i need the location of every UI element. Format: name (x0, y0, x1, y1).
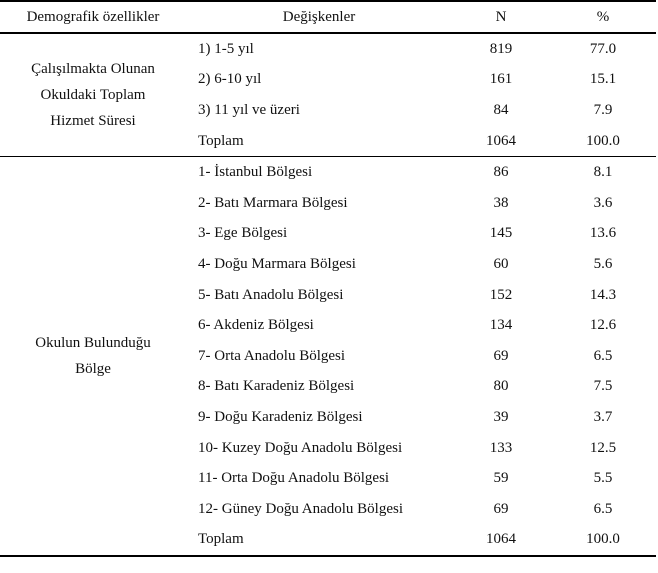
n-cell: 1064 (486, 132, 516, 149)
percent-cell: 5.6 (593, 255, 613, 272)
group-label-line: Hizmet Süresi (50, 113, 136, 130)
header-demographic: Demografik özellikler (26, 8, 160, 25)
n-cell: 145 (489, 225, 513, 242)
n-cell: 38 (493, 194, 509, 211)
percent-cell: 12.5 (589, 439, 617, 456)
variable-cell: Toplam (198, 531, 244, 548)
group-service-years: Çalışılmakta Olunan Okuldaki Toplam Hizm… (0, 33, 656, 157)
header-row: Demografik özellikler Değişkenler N % (0, 1, 656, 33)
table-row: 3) 11 yıl ve üzeri 84 7.9 (0, 95, 656, 126)
group-label-line: Çalışılmakta Olunan (31, 61, 155, 78)
variable-cell: 9- Doğu Karadeniz Bölgesi (198, 408, 363, 425)
percent-cell: 6.5 (593, 500, 613, 517)
n-cell: 133 (489, 439, 513, 456)
table-row: 8- Batı Karadeniz Bölgesi 80 7.5 (0, 372, 656, 403)
group-school-region: Okulun Bulunduğu Bölge 1- İstanbul Bölge… (0, 157, 656, 557)
total-row: Toplam 1064 100.0 (0, 126, 656, 157)
percent-cell: 13.6 (589, 225, 617, 242)
n-cell: 134 (489, 317, 513, 334)
percent-cell: 100.0 (586, 132, 620, 149)
header-n: N (495, 8, 507, 25)
table-header: Demografik özellikler Değişkenler N % (0, 1, 656, 33)
percent-cell: 6.5 (593, 347, 613, 364)
percent-cell: 7.9 (593, 101, 613, 118)
table-row: 11- Orta Doğu Anadolu Bölgesi 59 5.5 (0, 463, 656, 494)
n-cell: 1064 (486, 531, 516, 548)
n-cell: 60 (493, 255, 509, 272)
percent-cell: 7.5 (593, 378, 613, 395)
n-cell: 819 (489, 40, 513, 57)
variable-cell: 2- Batı Marmara Bölgesi (198, 194, 348, 211)
percent-cell: 77.0 (589, 40, 617, 57)
percent-cell: 100.0 (586, 531, 620, 548)
group-label-line: Okulun Bulunduğu (35, 335, 151, 352)
n-cell: 59 (493, 470, 509, 487)
n-cell: 69 (493, 347, 509, 364)
group-label: Okulun Bulunduğu Bölge (0, 157, 186, 556)
table-row: 4- Doğu Marmara Bölgesi 60 5.6 (0, 249, 656, 280)
variable-cell: 1- İstanbul Bölgesi (198, 164, 313, 181)
n-cell: 39 (493, 408, 509, 425)
variable-cell: 7- Orta Anadolu Bölgesi (198, 347, 346, 364)
demographics-table: Demografik özellikler Değişkenler N % Ça… (0, 1, 656, 557)
table-row: 5- Batı Anadolu Bölgesi 152 14.3 (0, 280, 656, 311)
n-cell: 80 (493, 378, 509, 395)
header-percent: % (596, 8, 610, 25)
variable-cell: 11- Orta Doğu Anadolu Bölgesi (198, 470, 390, 487)
variable-cell: 5- Batı Anadolu Bölgesi (198, 286, 344, 303)
total-row: Toplam 1064 100.0 (0, 525, 656, 557)
percent-cell: 14.3 (589, 286, 617, 303)
table-row: 3- Ege Bölgesi 145 13.6 (0, 219, 656, 250)
variable-cell: 8- Batı Karadeniz Bölgesi (198, 378, 355, 395)
table-row: 10- Kuzey Doğu Anadolu Bölgesi 133 12.5 (0, 433, 656, 464)
n-cell: 152 (489, 286, 513, 303)
n-cell: 86 (493, 164, 509, 181)
header-variables: Değişkenler (282, 8, 356, 25)
variable-cell: 4- Doğu Marmara Bölgesi (198, 255, 356, 272)
group-label: Çalışılmakta Olunan Okuldaki Toplam Hizm… (0, 33, 186, 157)
percent-cell: 3.6 (593, 194, 613, 211)
variable-cell: Toplam (198, 132, 244, 149)
table-row: 2) 6-10 yıl 161 15.1 (0, 65, 656, 96)
variable-cell: 1) 1-5 yıl (198, 40, 254, 57)
percent-cell: 8.1 (593, 164, 613, 181)
variable-cell: 6- Akdeniz Bölgesi (198, 317, 314, 334)
variable-cell: 3- Ege Bölgesi (198, 225, 288, 242)
table-row: 9- Doğu Karadeniz Bölgesi 39 3.7 (0, 402, 656, 433)
n-cell: 161 (489, 71, 513, 88)
group-label-line: Bölge (75, 361, 111, 378)
percent-cell: 3.7 (593, 408, 613, 425)
percent-cell: 5.5 (593, 470, 613, 487)
table-row: Çalışılmakta Olunan Okuldaki Toplam Hizm… (0, 33, 656, 129)
percent-cell: 12.6 (589, 317, 617, 334)
table-row: Okulun Bulunduğu Bölge 1- İstanbul Bölge… (0, 157, 656, 377)
variable-cell: 3) 11 yıl ve üzeri (198, 101, 300, 118)
n-cell: 69 (493, 500, 509, 517)
variable-cell: 10- Kuzey Doğu Anadolu Bölgesi (198, 439, 403, 456)
group-label-line: Okuldaki Toplam (40, 87, 146, 104)
table-row: 7- Orta Anadolu Bölgesi 69 6.5 (0, 341, 656, 372)
table-row: 2- Batı Marmara Bölgesi 38 3.6 (0, 188, 656, 219)
variable-cell: 12- Güney Doğu Anadolu Bölgesi (198, 500, 403, 517)
percent-cell: 15.1 (589, 71, 617, 88)
table-row: 12- Güney Doğu Anadolu Bölgesi 69 6.5 (0, 494, 656, 525)
variable-cell: 2) 6-10 yıl (198, 71, 262, 88)
n-cell: 84 (493, 101, 509, 118)
table-row: 6- Akdeniz Bölgesi 134 12.6 (0, 310, 656, 341)
